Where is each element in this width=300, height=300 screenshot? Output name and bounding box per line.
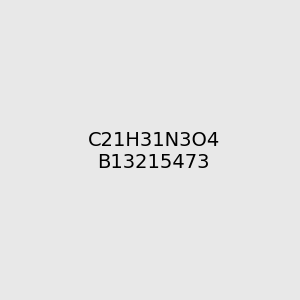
Text: C21H31N3O4
B13215473: C21H31N3O4 B13215473 [88, 131, 220, 172]
